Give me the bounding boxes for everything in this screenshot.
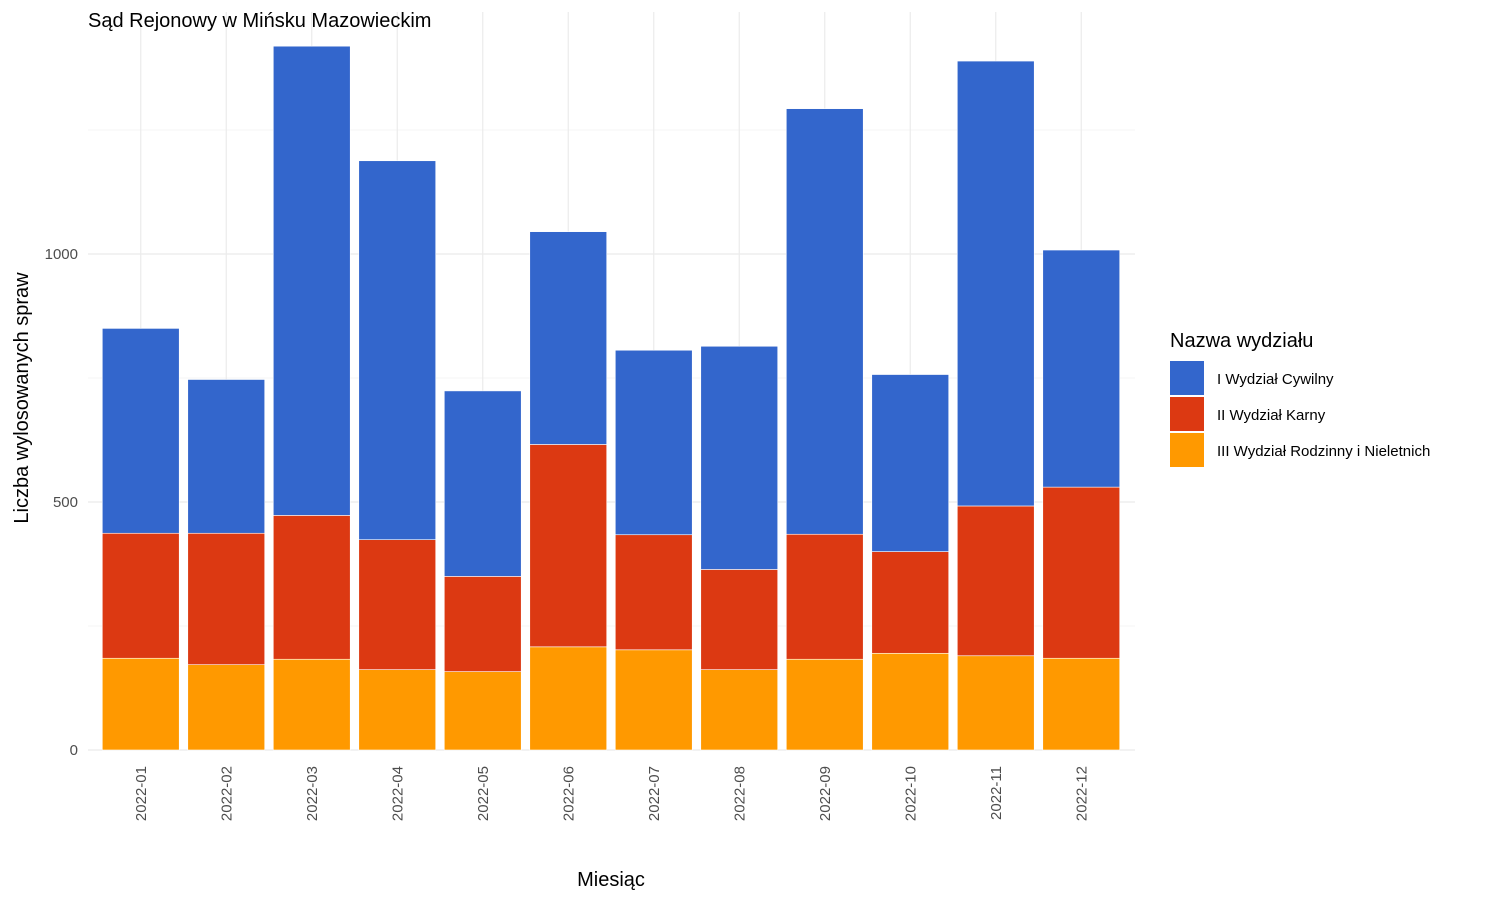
bar-segment xyxy=(272,45,351,516)
x-tick-label: 2022-03 xyxy=(304,766,321,821)
x-tick-label: 2022-08 xyxy=(731,766,748,821)
bar-segment xyxy=(358,160,437,540)
bar-segment xyxy=(529,646,608,751)
bar-segment xyxy=(101,532,180,659)
x-tick-label: 2022-09 xyxy=(817,766,834,821)
legend-label: III Wydział Rodzinny i Nieletnich xyxy=(1217,443,1430,460)
x-tick-label: 2022-02 xyxy=(218,766,235,821)
bars xyxy=(101,45,1121,751)
y-axis-title: Liczba wylosowanych spraw xyxy=(11,272,33,524)
y-axis-ticks: 0 500 1000 xyxy=(45,246,78,759)
bar-segment xyxy=(272,658,351,751)
bar-segment xyxy=(871,652,950,751)
x-axis-title: Miesiąc xyxy=(577,869,645,891)
chart-title: Sąd Rejonowy w Mińsku Mazowieckim xyxy=(88,10,431,32)
legend-swatch xyxy=(1170,361,1204,395)
legend-label: I Wydział Cywilny xyxy=(1217,371,1334,388)
x-tick-label: 2022-04 xyxy=(389,766,406,821)
legend-swatch xyxy=(1170,433,1204,467)
legend: Nazwa wydziału I Wydział Cywilny II Wydzi… xyxy=(1170,330,1430,467)
x-tick-label: 2022-05 xyxy=(475,766,492,821)
bar-segment xyxy=(956,505,1035,657)
legend-label: II Wydział Karny xyxy=(1217,407,1326,424)
bar-segment xyxy=(443,390,522,577)
x-tick-label: 2022-01 xyxy=(133,766,150,821)
bar-segment xyxy=(956,60,1035,507)
x-axis-ticks: 2022-01 2022-02 2022-03 2022-04 2022-05 2022-… xyxy=(133,766,1091,821)
x-tick-label: 2022-11 xyxy=(988,766,1005,820)
x-tick-label: 2022-06 xyxy=(560,766,577,821)
bar-segment xyxy=(785,533,864,660)
bar-segment xyxy=(700,345,779,570)
bar-segment xyxy=(272,515,351,660)
bar-segment xyxy=(1042,249,1121,488)
bar-segment xyxy=(871,551,950,654)
y-tick-label: 500 xyxy=(53,494,78,511)
y-tick-label: 0 xyxy=(70,742,78,759)
bar-segment xyxy=(785,658,864,751)
bar-segment xyxy=(614,349,693,536)
bar-segment xyxy=(614,534,693,651)
y-tick-label: 1000 xyxy=(45,246,78,263)
legend-title: Nazwa wydziału xyxy=(1170,330,1313,352)
bar-segment xyxy=(187,379,266,534)
bar-segment xyxy=(101,328,180,534)
bar-segment xyxy=(700,669,779,751)
bar-segment xyxy=(529,231,608,445)
bar-segment xyxy=(529,444,608,648)
bar-segment xyxy=(187,664,266,751)
x-tick-label: 2022-07 xyxy=(646,766,663,821)
bar-segment xyxy=(101,657,180,751)
bar-segment xyxy=(614,649,693,751)
bar-segment xyxy=(956,655,1035,751)
bar-segment xyxy=(443,576,522,672)
bar-segment xyxy=(785,108,864,535)
bar-segment xyxy=(871,374,950,552)
bar-segment xyxy=(443,671,522,751)
bar-segment xyxy=(1042,657,1121,751)
bar-segment xyxy=(187,532,266,665)
legend-swatch xyxy=(1170,397,1204,431)
x-tick-label: 2022-12 xyxy=(1073,766,1090,821)
x-tick-label: 2022-10 xyxy=(902,766,919,821)
bar-segment xyxy=(700,569,779,670)
bar-segment xyxy=(358,669,437,751)
bar-segment xyxy=(358,539,437,670)
bar-segment xyxy=(1042,486,1121,659)
